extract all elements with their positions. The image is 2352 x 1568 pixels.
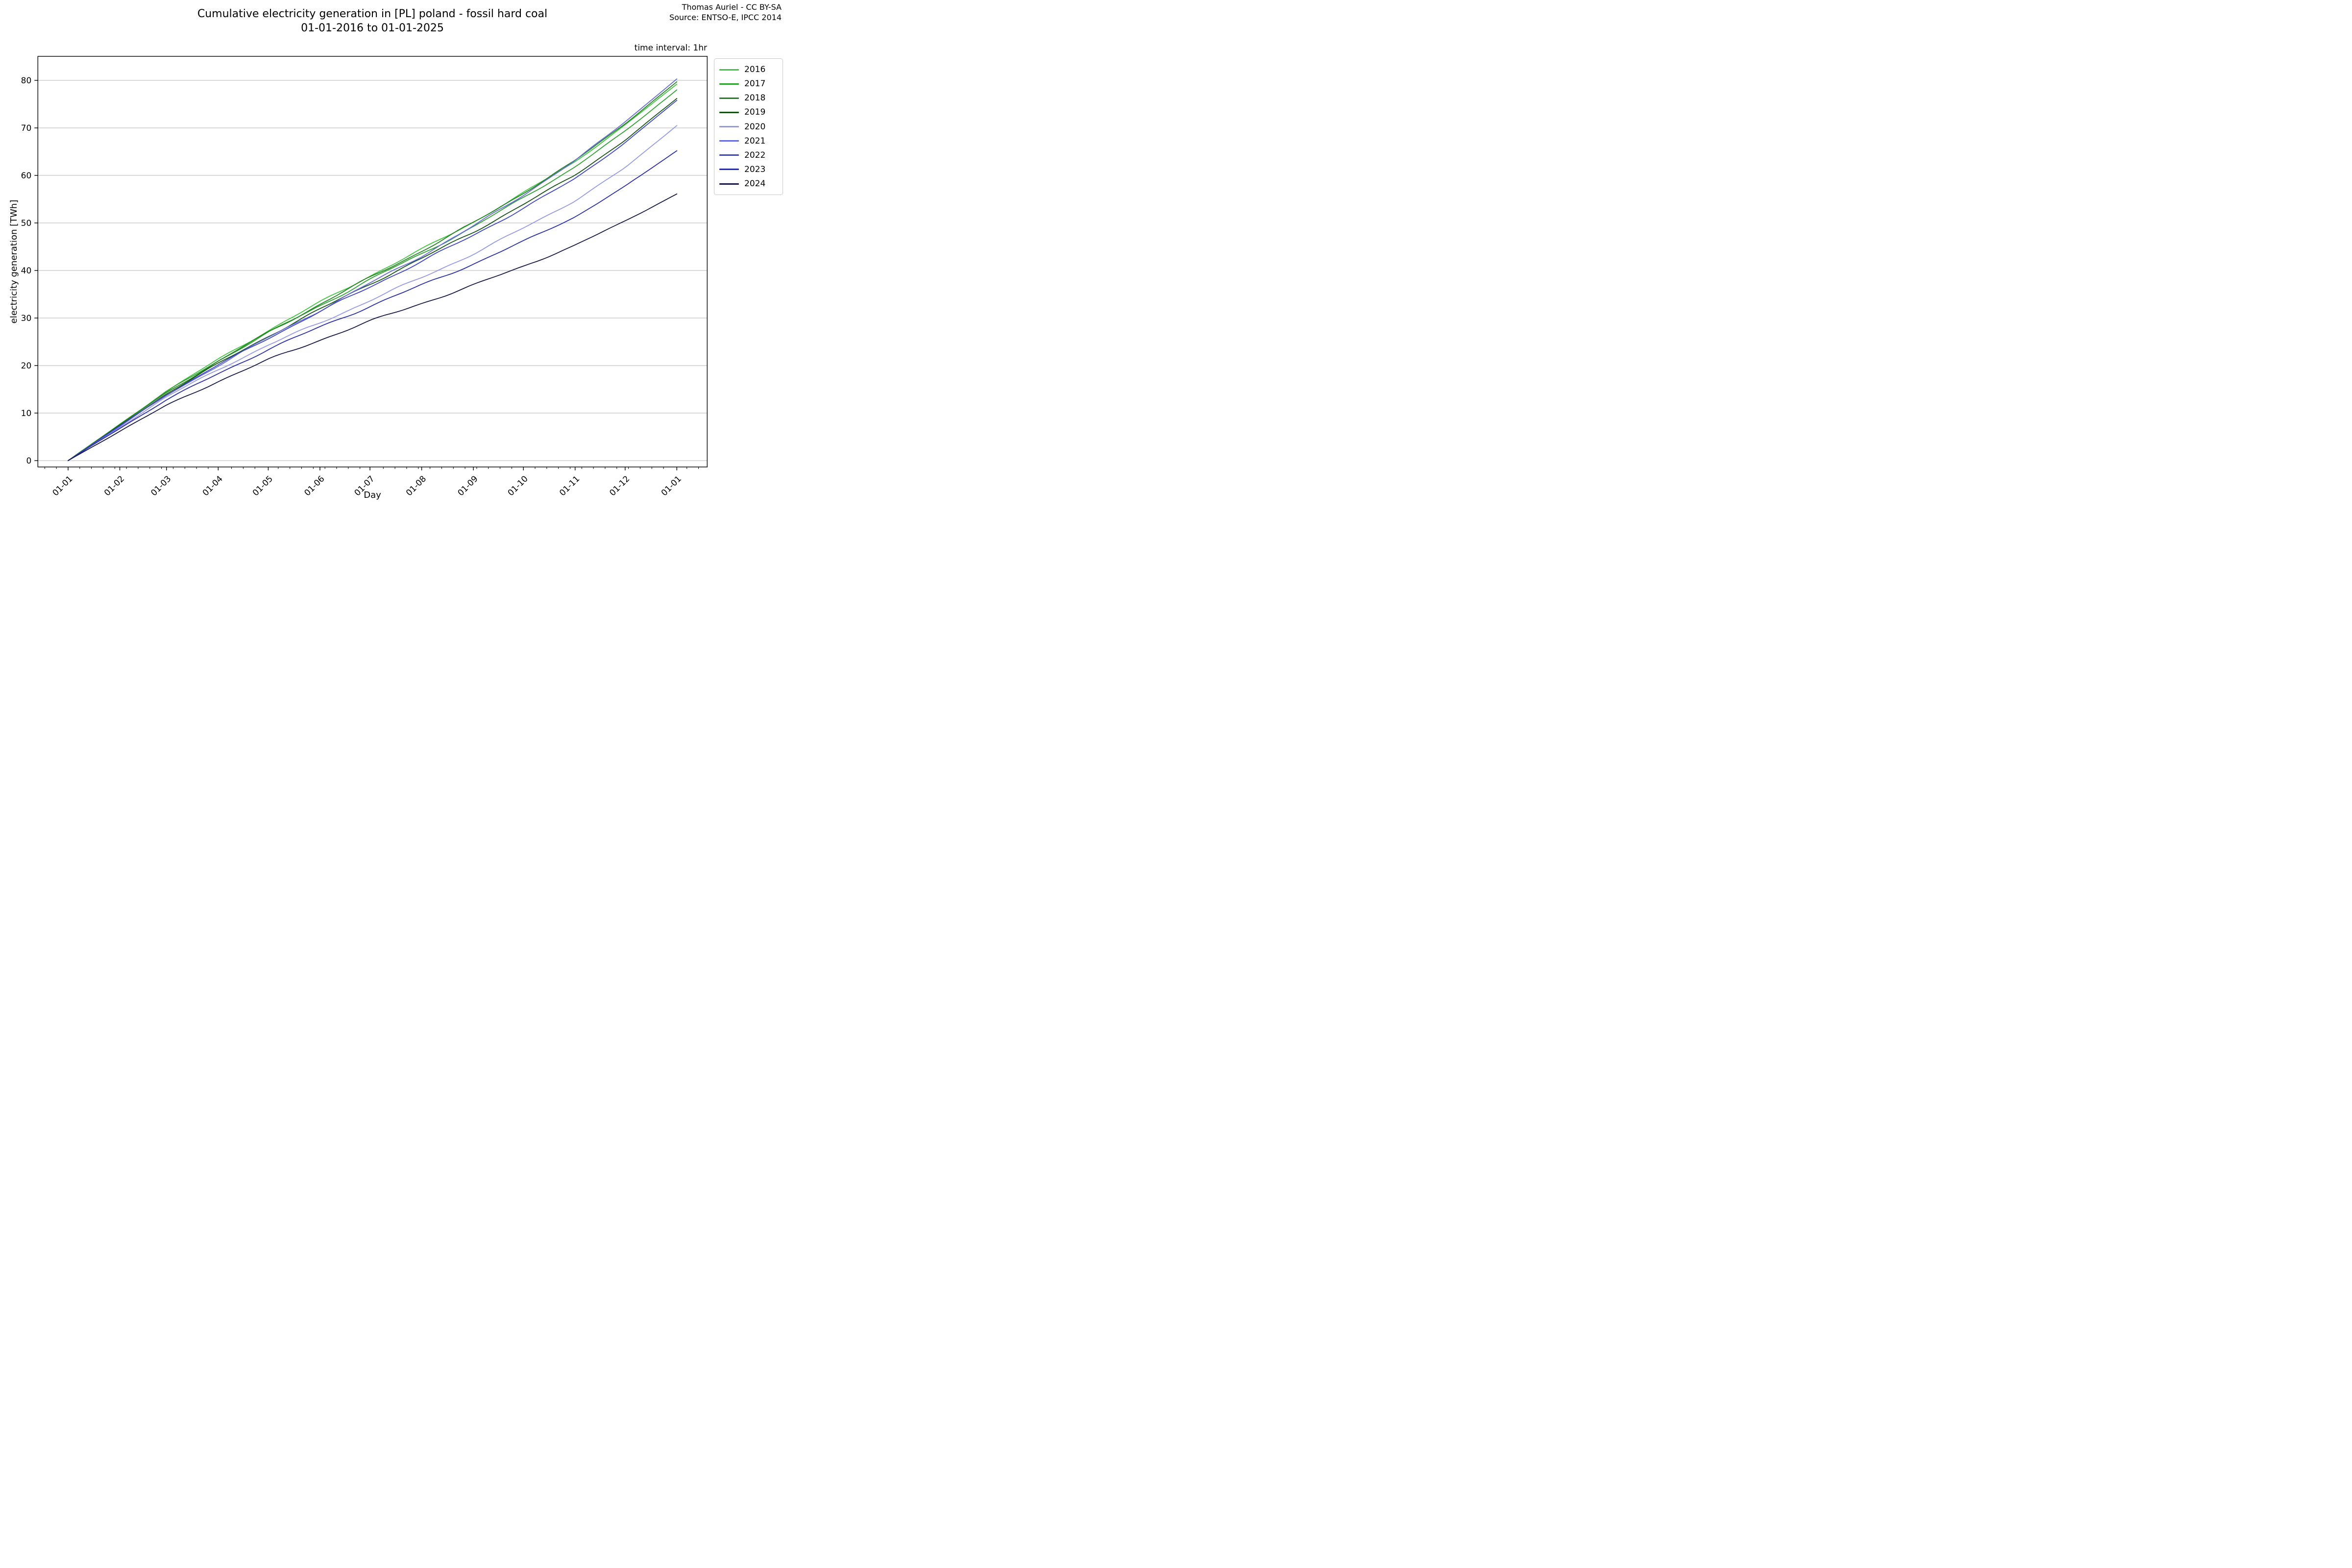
series-line-2017	[68, 89, 678, 461]
attribution: Thomas Auriel - CC BY-SA Source: ENTSO-E…	[669, 2, 782, 23]
y-tick-label: 30	[21, 314, 32, 323]
legend-line-swatch-2022	[719, 154, 739, 156]
legend-label-2016: 2016	[744, 65, 766, 74]
series-line-2024	[68, 193, 678, 461]
x-tick-label: 01-01	[50, 474, 74, 498]
legend-item-2020: 2020	[719, 122, 778, 132]
legend-item-2018: 2018	[719, 93, 778, 103]
axes-spines	[37, 56, 708, 467]
y-tick-label: 10	[21, 409, 32, 418]
legend-item-2016: 2016	[719, 65, 778, 74]
x-tick-label: 01-09	[456, 474, 480, 498]
y-axis-label: electricity generation [TWh]	[9, 200, 19, 324]
chart-title: Cumulative electricity generation in [PL…	[38, 7, 707, 35]
legend-label-2021: 2021	[744, 136, 766, 146]
legend-label-2023: 2023	[744, 164, 766, 174]
legend-label-2019: 2019	[744, 107, 766, 118]
x-tick-label: 01-05	[251, 474, 275, 498]
chart-title-line2: 01-01-2016 to 01-01-2025	[301, 22, 444, 35]
legend-line-swatch-2018	[719, 97, 739, 99]
y-tick-label: 50	[21, 219, 32, 228]
legend-item-2022: 2022	[719, 150, 778, 160]
series-line-2019	[68, 98, 678, 461]
x-tick-label: 01-08	[404, 474, 428, 498]
legend-item-2023: 2023	[719, 165, 778, 174]
chart-canvas: 0 10 20 30 40 50 60 70 80 01-01 01-02 01-03 01-04 01-…	[9, 56, 708, 500]
legend-label-2018: 2018	[744, 93, 766, 103]
legend-line-swatch-2020	[719, 126, 739, 127]
x-tick-label: 01-06	[302, 474, 326, 498]
x-tick-label: 01-12	[608, 474, 632, 498]
figure: Cumulative electricity generation in [PL…	[0, 0, 784, 523]
chart-title-line1: Cumulative electricity generation in [PL…	[197, 8, 548, 20]
series-lines	[68, 78, 678, 461]
series-line-2020	[68, 125, 678, 461]
legend-line-swatch-2021	[719, 140, 739, 142]
legend-line-swatch-2016	[719, 69, 739, 71]
legend-label-2017: 2017	[744, 79, 766, 89]
legend-label-2024: 2024	[744, 179, 766, 189]
x-tick-label: 01-03	[149, 474, 173, 498]
plot-border	[37, 56, 708, 467]
legend-item-2024: 2024	[719, 179, 778, 189]
y-tick-label: 70	[21, 123, 32, 133]
legend-item-2017: 2017	[719, 79, 778, 89]
gridlines	[38, 80, 708, 461]
x-tick-label: 01-04	[201, 474, 225, 498]
x-tick-label: 01-01	[660, 474, 684, 498]
x-tick-label: 01-02	[102, 474, 126, 498]
legend-line-swatch-2019	[719, 111, 739, 113]
y-tick-label: 40	[21, 266, 32, 276]
attribution-author: Thomas Auriel - CC BY-SA	[682, 2, 782, 12]
legend: 2016 2017 2018 2019 2020 2021 2022 2023 2024	[714, 58, 783, 195]
legend-line-swatch-2023	[719, 169, 739, 171]
legend-item-2019: 2019	[719, 107, 778, 117]
legend-line-swatch-2024	[719, 183, 739, 185]
series-line-2021	[68, 78, 678, 461]
attribution-source: Source: ENTSO-E, IPCC 2014	[669, 12, 782, 22]
series-line-2023	[68, 150, 678, 461]
series-line-2018	[68, 81, 678, 461]
series-line-2022	[68, 99, 678, 461]
time-interval-note: time interval: 1hr	[634, 43, 707, 53]
x-axis-label: Day	[364, 490, 381, 500]
y-tick-label: 0	[26, 456, 31, 466]
y-tick-label: 80	[21, 76, 32, 86]
legend-line-swatch-2017	[719, 83, 739, 85]
y-tick-label: 20	[21, 361, 32, 371]
x-tick-label: 01-11	[558, 474, 582, 498]
y-tick-label: 60	[21, 171, 32, 181]
legend-item-2021: 2021	[719, 136, 778, 146]
x-tick-label: 01-10	[506, 474, 530, 498]
legend-label-2020: 2020	[744, 122, 766, 132]
legend-label-2022: 2022	[744, 150, 766, 160]
axis-ticks: 0 10 20 30 40 50 60 70 80 01-01 01-02 01-03 01-04 01-…	[21, 76, 699, 498]
